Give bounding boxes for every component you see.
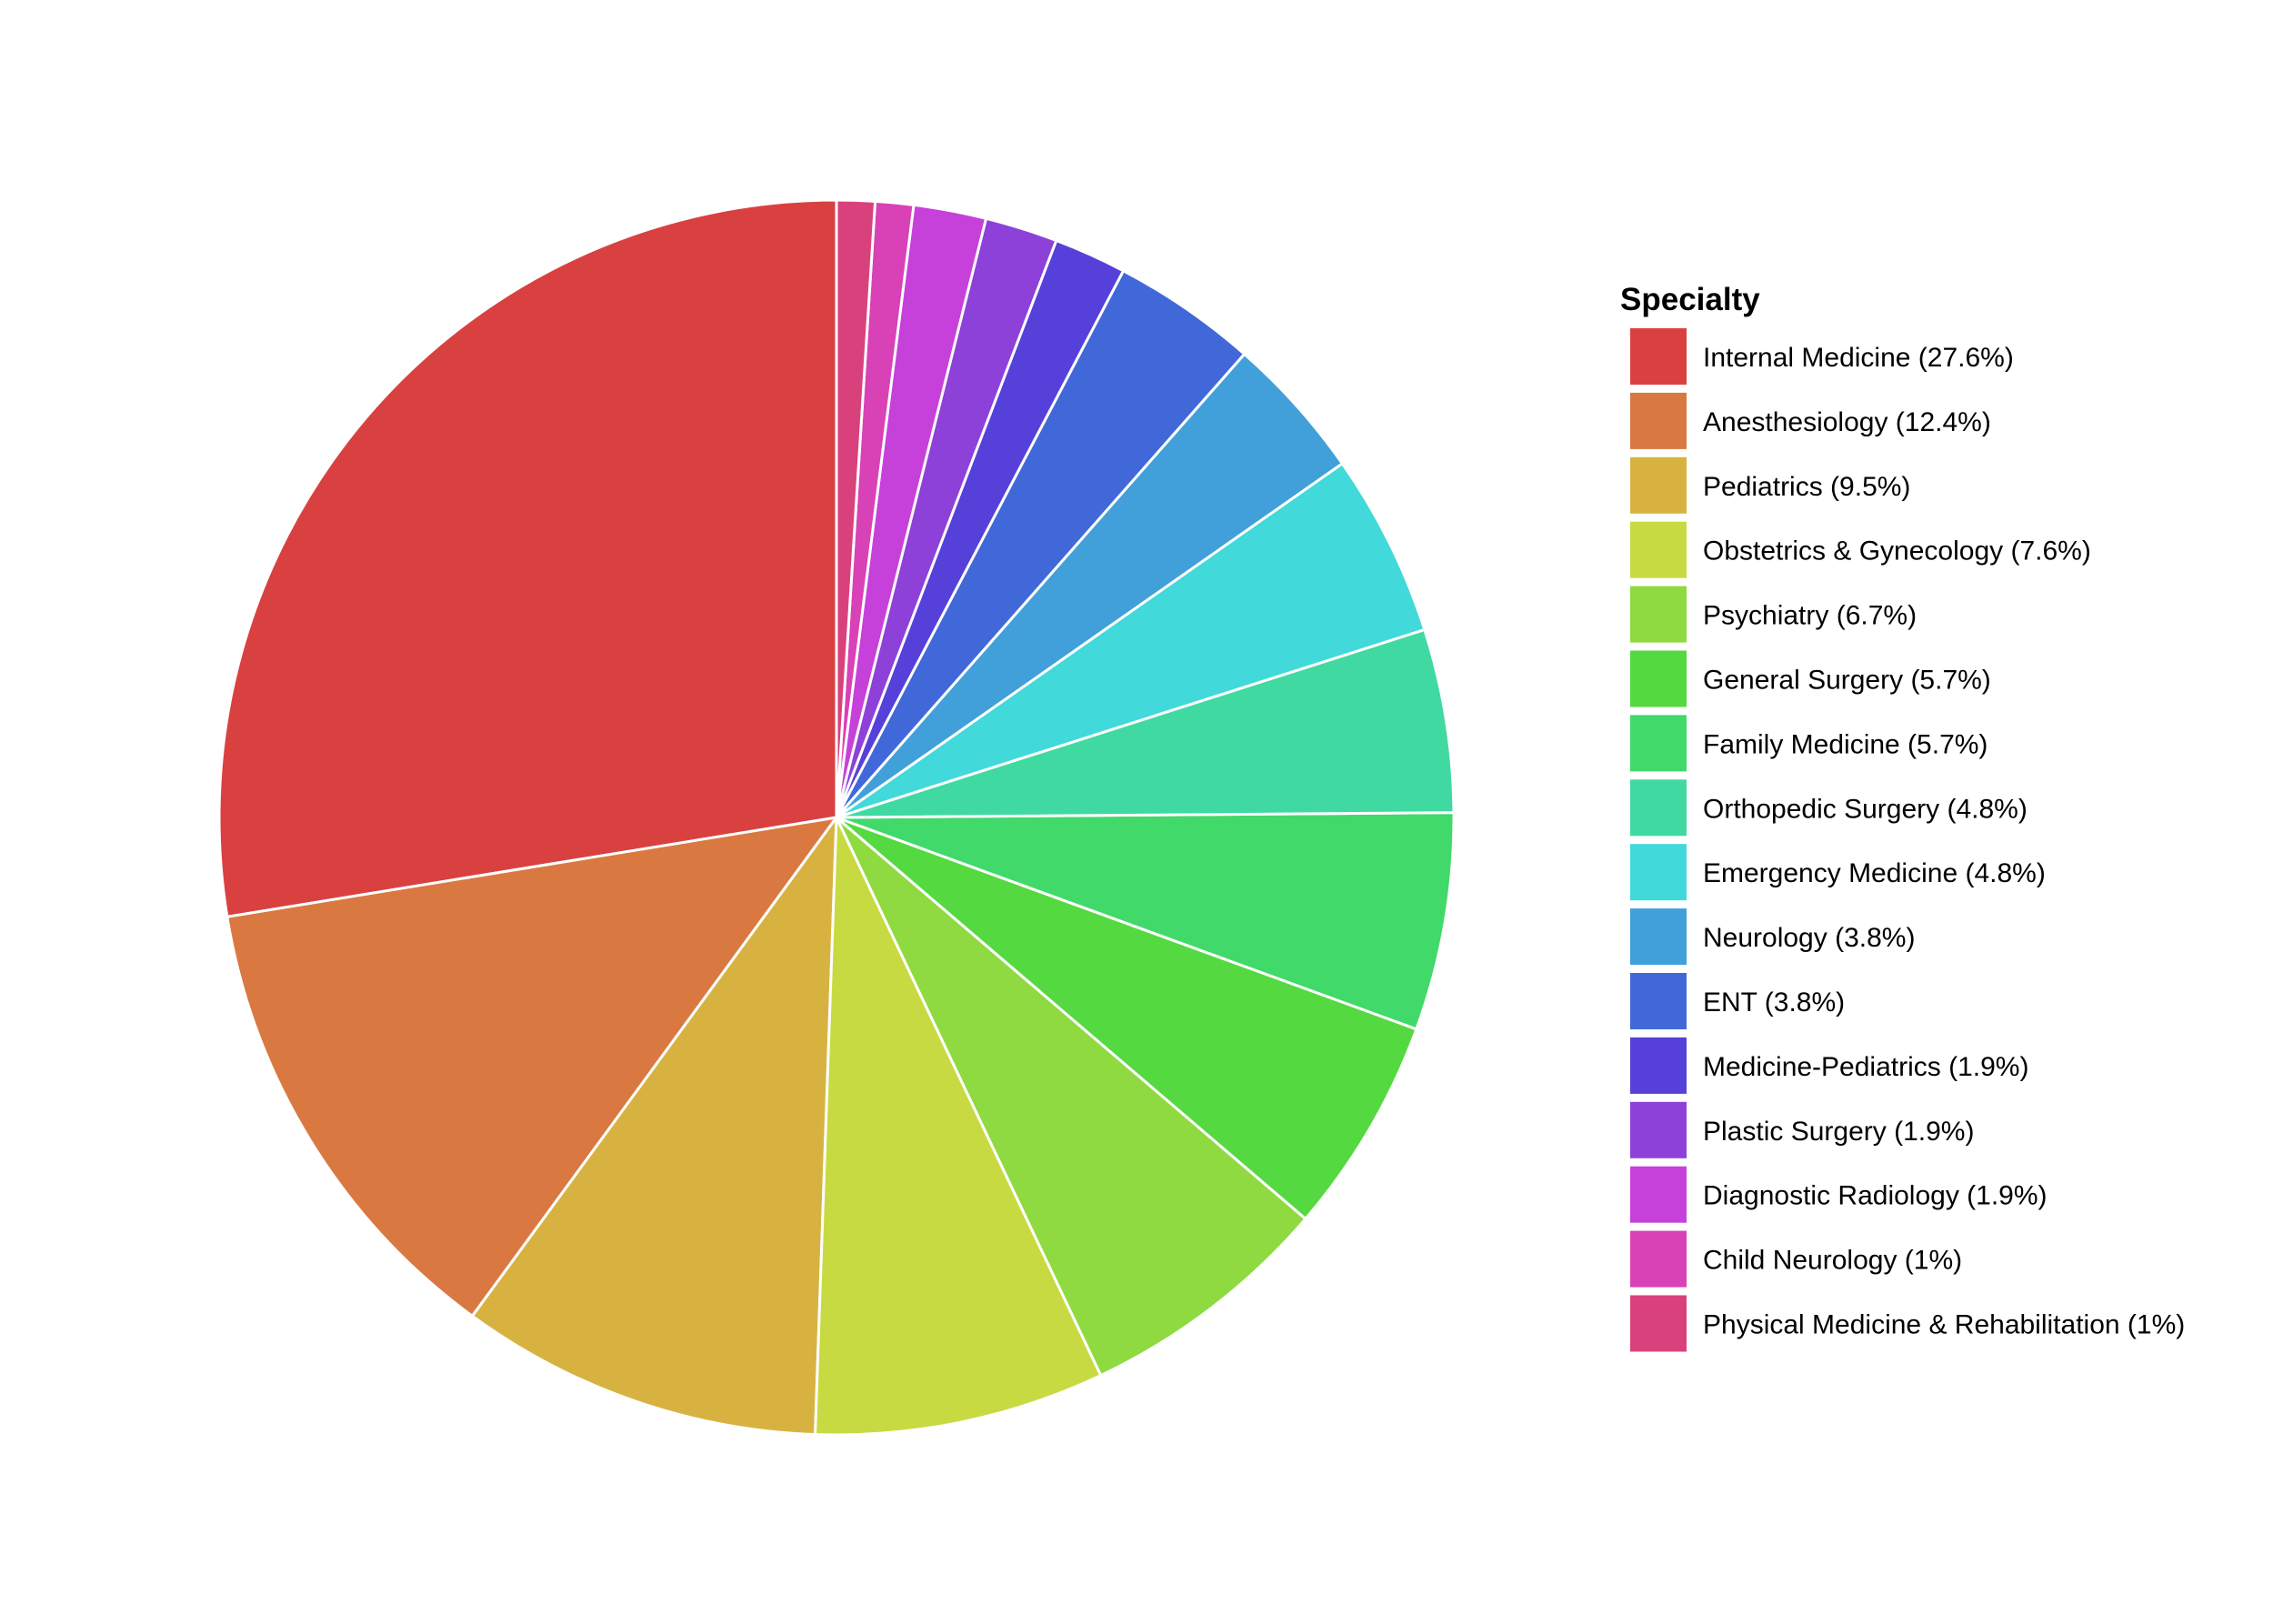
- legend-item-physical-medicine-rehabilitation: Physical Medicine & Rehabilitation (1%): [1628, 1293, 2185, 1354]
- legend-swatch: [1628, 1099, 1688, 1160]
- legend-item-pediatrics: Pediatrics (9.5%): [1628, 455, 1910, 516]
- legend-label: General Surgery (5.7%): [1703, 666, 1991, 696]
- legend-item-psychiatry: Psychiatry (6.7%): [1628, 584, 1917, 645]
- legend-item-neurology: Neurology (3.8%): [1628, 907, 1915, 967]
- legend-label: Internal Medicine (27.6%): [1703, 343, 2014, 373]
- legend-label: Neurology (3.8%): [1703, 923, 1915, 953]
- legend-item-ent: ENT (3.8%): [1628, 971, 1845, 1031]
- legend-item-family-medicine: Family Medicine (5.7%): [1628, 713, 1988, 774]
- legend-item-obstetrics-gynecology: Obstetrics & Gynecology (7.6%): [1628, 519, 2091, 580]
- legend-swatch: [1628, 1228, 1688, 1289]
- pie-slice-pediatrics: [471, 816, 838, 1437]
- legend-label: ENT (3.8%): [1703, 987, 1845, 1018]
- legend-swatch: [1628, 1293, 1688, 1354]
- legend-item-child-neurology: Child Neurology (1%): [1628, 1228, 1962, 1289]
- legend-swatch: [1628, 326, 1688, 386]
- legend-swatch: [1628, 390, 1688, 451]
- legend-item-plastic-surgery: Plastic Surgery (1.9%): [1628, 1099, 1974, 1160]
- legend-item-emergency-medicine: Emergency Medicine (4.8%): [1628, 842, 2046, 903]
- legend-swatch: [1628, 713, 1688, 774]
- legend-swatch: [1628, 584, 1688, 645]
- legend-swatch: [1628, 971, 1688, 1031]
- pie-slice-family-medicine: [835, 811, 1456, 1031]
- legend-label: Medicine-Pediatrics (1.9%): [1703, 1052, 2028, 1082]
- legend-swatch: [1628, 907, 1688, 967]
- legend-label: Orthopedic Surgery (4.8%): [1703, 794, 2028, 824]
- legend-item-orthopedic-surgery: Orthopedic Surgery (4.8%): [1628, 777, 2028, 838]
- legend-label: Emergency Medicine (4.8%): [1703, 858, 2046, 888]
- pie-slice-emergency-medicine: [835, 462, 1427, 819]
- legend-label: Anesthesiology (12.4%): [1703, 407, 1991, 437]
- pie-slice-obstetrics-gynecology: [814, 816, 1103, 1437]
- legend-label: Diagnostic Radiology (1.9%): [1703, 1181, 2048, 1211]
- legend-swatch: [1628, 777, 1688, 838]
- legend-items: Internal Medicine (27.6%) Anesthesiology …: [1628, 326, 2185, 1354]
- legend-swatch: [1628, 842, 1688, 903]
- legend-label: Obstetrics & Gynecology (7.6%): [1703, 536, 2091, 566]
- legend: Specialty Internal Medicine (27.6%) Anest…: [1620, 282, 2185, 1354]
- pie-slices: [217, 198, 1456, 1437]
- legend-item-general-surgery: General Surgery (5.7%): [1628, 648, 1991, 709]
- legend-item-diagnostic-radiology: Diagnostic Radiology (1.9%): [1628, 1164, 2048, 1225]
- pie-slice-general-surgery: [835, 816, 1418, 1220]
- legend-swatch: [1628, 1035, 1688, 1096]
- legend-label: Plastic Surgery (1.9%): [1703, 1117, 1974, 1147]
- pie-slice-internal-medicine: [217, 198, 838, 918]
- legend-item-internal-medicine: Internal Medicine (27.6%): [1628, 326, 2014, 386]
- pie-slice-physical-medicine-rehabilitation: [835, 198, 877, 819]
- legend-item-medicine-pediatrics: Medicine-Pediatrics (1.9%): [1628, 1035, 2028, 1096]
- legend-label: Physical Medicine & Rehabilitation (1%): [1703, 1310, 2185, 1340]
- legend-swatch: [1628, 1164, 1688, 1225]
- legend-label: Child Neurology (1%): [1703, 1246, 1962, 1276]
- legend-label: Pediatrics (9.5%): [1703, 472, 1910, 502]
- pie-slice-orthopedic-surgery: [835, 627, 1456, 819]
- legend-swatch: [1628, 519, 1688, 580]
- legend-item-anesthesiology: Anesthesiology (12.4%): [1628, 390, 1991, 451]
- legend-label: Psychiatry (6.7%): [1703, 601, 1917, 631]
- pie-slice-psychiatry: [835, 816, 1307, 1378]
- legend-label: Family Medicine (5.7%): [1703, 729, 1988, 759]
- legend-swatch: [1628, 648, 1688, 709]
- pie-slice-anesthesiology: [225, 816, 838, 1318]
- legend-title: Specialty: [1620, 282, 1760, 317]
- legend-swatch: [1628, 455, 1688, 516]
